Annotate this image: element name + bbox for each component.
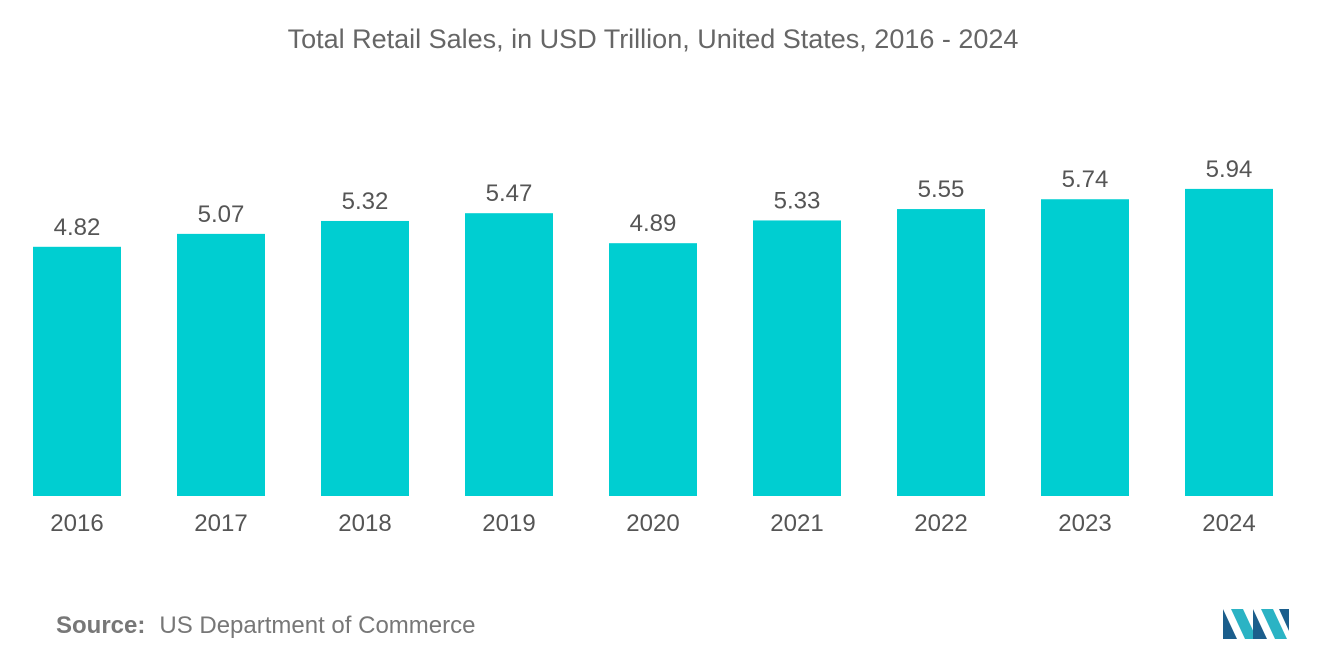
chart-title: Total Retail Sales, in USD Trillion, Uni… <box>287 24 1019 54</box>
bar-2022 <box>897 209 985 496</box>
category-label-2023: 2023 <box>1058 510 1111 537</box>
category-label-2018: 2018 <box>338 510 391 537</box>
bar-2021 <box>753 220 841 496</box>
bar-2024 <box>1185 188 1273 497</box>
value-label-2024: 5.94 <box>1206 156 1253 183</box>
bar-2023 <box>1041 199 1129 496</box>
category-label-2017: 2017 <box>194 510 247 537</box>
bar-2019 <box>465 213 553 497</box>
bar-2018 <box>321 220 409 496</box>
source-text: US Department of Commerce <box>159 612 476 639</box>
brand-logo-icon <box>1223 609 1289 639</box>
source-label: Source: <box>56 612 146 639</box>
value-label-2017: 5.07 <box>198 201 245 228</box>
bar-2016 <box>33 246 121 496</box>
category-label-2021: 2021 <box>770 510 823 537</box>
bar-2020 <box>609 243 697 496</box>
bar-chart: 4.82 2016 5.07 2017 5.32 2018 5.47 2019 4.89 2020… <box>33 156 1273 537</box>
category-label-2019: 2019 <box>482 510 535 537</box>
bar-2017 <box>177 233 265 497</box>
value-label-2023: 5.74 <box>1062 166 1109 193</box>
category-label-2022: 2022 <box>914 510 967 537</box>
value-label-2019: 5.47 <box>486 180 533 207</box>
value-label-2022: 5.55 <box>918 176 965 203</box>
source-note: Source: US Department of Commerce <box>56 612 475 640</box>
value-label-2018: 5.32 <box>342 188 389 215</box>
category-label-2024: 2024 <box>1202 510 1255 537</box>
value-label-2020: 4.89 <box>630 210 677 237</box>
category-label-2016: 2016 <box>50 510 103 537</box>
value-label-2016: 4.82 <box>54 214 101 241</box>
category-label-2020: 2020 <box>626 510 679 537</box>
value-label-2021: 5.33 <box>774 187 821 214</box>
